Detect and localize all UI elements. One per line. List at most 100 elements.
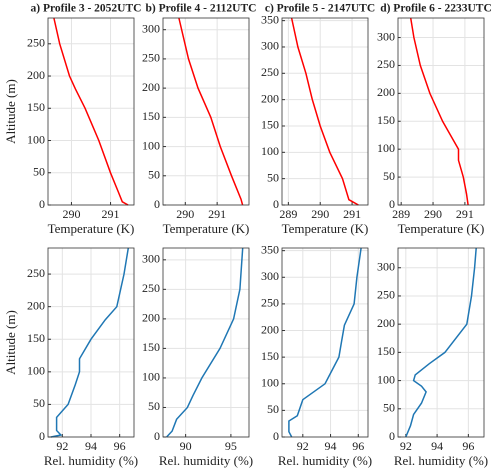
y-tick-label: 250 bbox=[27, 266, 45, 280]
y-tick-label: 0 bbox=[39, 429, 45, 443]
y-tick-label: 250 bbox=[261, 296, 279, 310]
plot-area bbox=[398, 248, 484, 437]
axes-frame bbox=[281, 17, 369, 206]
x-tick-label: 289 bbox=[279, 207, 297, 221]
y-tick-label: 50 bbox=[33, 396, 45, 410]
y-tick-label: 50 bbox=[148, 168, 160, 182]
y-tick-label: 200 bbox=[27, 298, 45, 312]
x-tick-label: 95 bbox=[225, 439, 237, 453]
y-tick-label: 300 bbox=[377, 259, 395, 273]
y-tick-label: 50 bbox=[383, 169, 395, 183]
x-tick-label: 96 bbox=[462, 439, 474, 453]
y-tick-label: 300 bbox=[142, 252, 160, 266]
x-tick-label: 92 bbox=[56, 439, 68, 453]
x-tick-label: 96 bbox=[114, 439, 126, 453]
profile-line bbox=[290, 17, 359, 206]
plot-area bbox=[163, 248, 249, 437]
y-tick-label: 0 bbox=[273, 197, 279, 211]
axes-frame bbox=[397, 17, 485, 206]
y-tick-label: 50 bbox=[267, 170, 279, 184]
y-tick-label: 200 bbox=[261, 322, 279, 336]
plot-area bbox=[398, 18, 484, 205]
y-tick-label: 250 bbox=[27, 36, 45, 50]
y-tick-label: 100 bbox=[27, 364, 45, 378]
y-tick-label: 0 bbox=[389, 429, 395, 443]
x-tick-label: 291 bbox=[102, 207, 120, 221]
y-tick-label: 0 bbox=[273, 429, 279, 443]
y-tick-label: 50 bbox=[33, 165, 45, 179]
axes-frame bbox=[281, 247, 369, 438]
profile-line bbox=[53, 17, 129, 206]
x-tick-label: 291 bbox=[208, 207, 226, 221]
x-tick-label: 290 bbox=[311, 207, 329, 221]
y-tick-label: 0 bbox=[154, 429, 160, 443]
profile-line bbox=[178, 17, 244, 206]
y-tick-label: 250 bbox=[261, 65, 279, 79]
axes-frame bbox=[47, 247, 135, 438]
y-tick-label: 200 bbox=[377, 316, 395, 330]
y-tick-label: 250 bbox=[142, 51, 160, 65]
x-tick-label: 290 bbox=[176, 207, 194, 221]
profile-line bbox=[405, 247, 477, 438]
profile-line bbox=[166, 247, 244, 438]
y-tick-label: 150 bbox=[142, 109, 160, 123]
x-tick-label: 291 bbox=[343, 207, 361, 221]
y-tick-label: 100 bbox=[142, 138, 160, 152]
y-tick-label: 300 bbox=[377, 29, 395, 43]
plot-area bbox=[48, 18, 134, 205]
x-tick-label: 96 bbox=[352, 439, 364, 453]
y-tick-label: 200 bbox=[377, 85, 395, 99]
x-axis-label: Temperature (K) bbox=[282, 221, 369, 236]
x-tick-label: 94 bbox=[431, 439, 443, 453]
x-tick-label: 94 bbox=[325, 439, 337, 453]
axes-frame bbox=[397, 247, 485, 438]
plot-area bbox=[163, 18, 249, 205]
y-tick-label: 350 bbox=[261, 242, 279, 256]
profile-line bbox=[409, 17, 469, 206]
axes-frame bbox=[47, 17, 135, 206]
plot-area bbox=[282, 248, 368, 437]
y-tick-label: 150 bbox=[377, 344, 395, 358]
y-tick-label: 150 bbox=[27, 331, 45, 345]
y-tick-label: 350 bbox=[261, 12, 279, 26]
x-tick-label: 289 bbox=[392, 207, 410, 221]
y-tick-label: 200 bbox=[142, 311, 160, 325]
panel-title: d) Profile 6 - 2233UTC bbox=[380, 3, 492, 15]
y-tick-label: 50 bbox=[148, 399, 160, 413]
x-tick-label: 92 bbox=[297, 439, 309, 453]
x-axis-label: Rel. humidity (%) bbox=[159, 453, 253, 468]
y-tick-label: 250 bbox=[377, 288, 395, 302]
y-tick-label: 250 bbox=[377, 57, 395, 71]
panel-title: b) Profile 4 - 2112UTC bbox=[146, 3, 257, 15]
y-tick-label: 100 bbox=[142, 370, 160, 384]
y-axis-label: Altitude (m) bbox=[3, 310, 18, 375]
y-tick-label: 100 bbox=[377, 141, 395, 155]
y-tick-label: 150 bbox=[142, 340, 160, 354]
y-tick-label: 100 bbox=[377, 372, 395, 386]
x-tick-label: 92 bbox=[400, 439, 412, 453]
panel-title: a) Profile 3 - 2052UTC bbox=[31, 3, 142, 15]
y-tick-label: 300 bbox=[261, 269, 279, 283]
y-tick-label: 100 bbox=[261, 144, 279, 158]
x-tick-label: 290 bbox=[62, 207, 80, 221]
y-tick-label: 0 bbox=[389, 197, 395, 211]
y-tick-label: 50 bbox=[383, 401, 395, 415]
profile-line bbox=[50, 247, 130, 438]
x-tick-label: 291 bbox=[456, 207, 474, 221]
y-tick-label: 150 bbox=[261, 118, 279, 132]
y-tick-label: 200 bbox=[142, 80, 160, 94]
y-tick-label: 100 bbox=[27, 132, 45, 146]
plot-area bbox=[282, 18, 368, 205]
axes-frame bbox=[162, 17, 250, 206]
y-tick-label: 200 bbox=[27, 68, 45, 82]
x-axis-label: Rel. humidity (%) bbox=[278, 453, 372, 468]
x-axis-label: Rel. humidity (%) bbox=[44, 453, 138, 468]
y-tick-label: 300 bbox=[261, 39, 279, 53]
y-tick-label: 150 bbox=[377, 113, 395, 127]
x-tick-label: 290 bbox=[424, 207, 442, 221]
x-tick-label: 94 bbox=[85, 439, 97, 453]
y-tick-label: 150 bbox=[27, 100, 45, 114]
y-tick-label: 200 bbox=[261, 91, 279, 105]
y-tick-label: 50 bbox=[267, 402, 279, 416]
